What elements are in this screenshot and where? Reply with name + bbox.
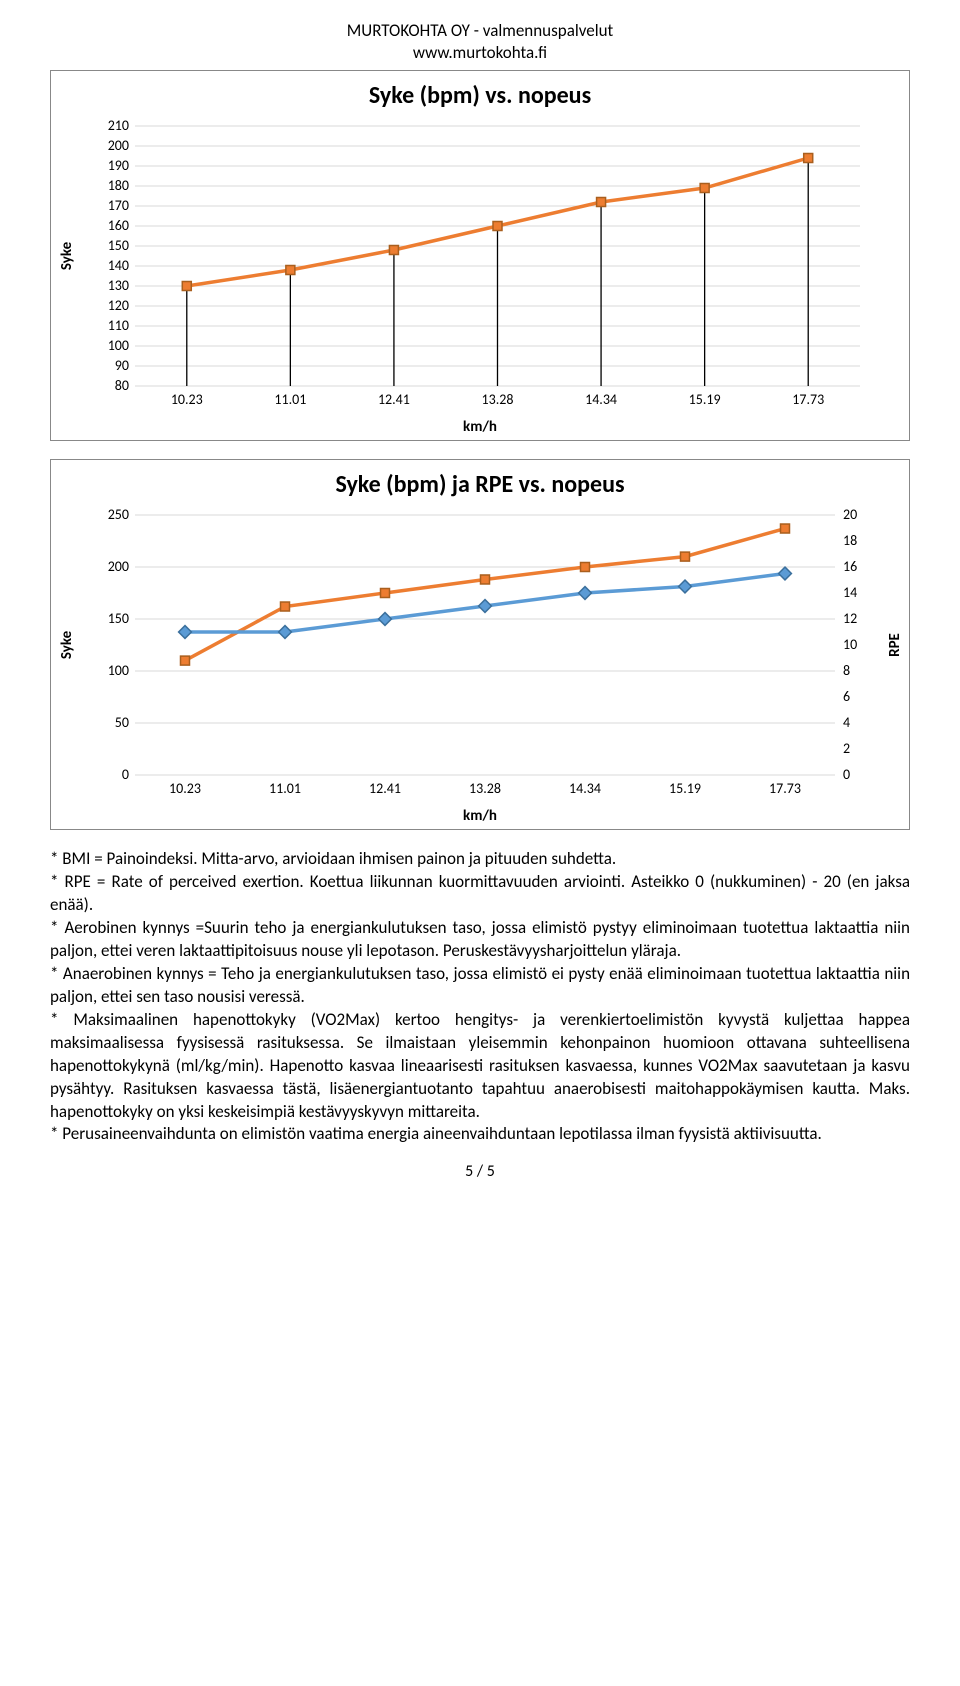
definition-line: * RPE = Rate of perceived exertion. Koet… <box>50 871 910 917</box>
chart2-ylabel: Syke <box>58 631 76 659</box>
chart2-xlabel: km/h <box>61 807 899 825</box>
svg-text:200: 200 <box>108 558 129 575</box>
svg-text:12.41: 12.41 <box>378 391 410 408</box>
svg-text:14.34: 14.34 <box>585 391 617 408</box>
svg-text:0: 0 <box>122 766 129 783</box>
header-url: www.murtokohta.fi <box>50 42 910 64</box>
svg-text:17.73: 17.73 <box>769 780 801 797</box>
svg-text:10.23: 10.23 <box>171 391 203 408</box>
svg-text:140: 140 <box>108 257 129 274</box>
page-header: MURTOKOHTA OY - valmennuspalvelut www.mu… <box>50 20 910 64</box>
chart1-title: Syke (bpm) vs. nopeus <box>61 81 899 110</box>
chart2-y2label: RPE <box>886 633 904 657</box>
chart-syke-vs-nopeus: Syke (bpm) vs. nopeus Syke 80 90 100 110 120… <box>50 70 910 441</box>
svg-text:11.01: 11.01 <box>274 391 306 408</box>
definition-line: * Anaerobinen kynnys = Teho ja energiank… <box>50 963 910 1009</box>
svg-text:10: 10 <box>843 636 857 653</box>
svg-text:130: 130 <box>108 277 129 294</box>
svg-text:13.28: 13.28 <box>469 780 501 797</box>
svg-text:17.73: 17.73 <box>792 391 824 408</box>
svg-text:16: 16 <box>843 558 857 575</box>
svg-text:8: 8 <box>843 662 850 679</box>
svg-text:250: 250 <box>108 506 129 523</box>
svg-text:11.01: 11.01 <box>269 780 301 797</box>
svg-text:190: 190 <box>108 157 129 174</box>
chart1-svg: 80 90 100 110 120 130 140 150 160 170 180 190 200 210… <box>80 116 880 416</box>
definition-line: * BMI = Painoindeksi. Mitta-arvo, arvioi… <box>50 848 910 871</box>
svg-text:120: 120 <box>108 297 129 314</box>
definition-line: * Perusaineenvaihdunta on elimistön vaat… <box>50 1123 910 1146</box>
chart2-title: Syke (bpm) ja RPE vs. nopeus <box>61 470 899 499</box>
definition-line: * Maksimaalinen hapenottokyky (VO2Max) k… <box>50 1009 910 1124</box>
chart-syke-rpe-vs-nopeus: Syke (bpm) ja RPE vs. nopeus Syke RPE 0 5… <box>50 459 910 830</box>
svg-text:14.34: 14.34 <box>569 780 601 797</box>
chart1-ylabel: Syke <box>58 242 76 270</box>
svg-text:160: 160 <box>108 217 129 234</box>
svg-text:110: 110 <box>108 317 129 334</box>
svg-text:4: 4 <box>843 714 850 731</box>
svg-text:90: 90 <box>115 357 129 374</box>
svg-text:10.23: 10.23 <box>169 780 201 797</box>
svg-text:80: 80 <box>115 377 129 394</box>
svg-text:170: 170 <box>108 197 129 214</box>
svg-text:200: 200 <box>108 137 129 154</box>
chart1-xlabel: km/h <box>61 418 899 436</box>
svg-text:13.28: 13.28 <box>482 391 514 408</box>
svg-text:180: 180 <box>108 177 129 194</box>
svg-text:15.19: 15.19 <box>669 780 701 797</box>
svg-text:6: 6 <box>843 688 850 705</box>
definitions-block: * BMI = Painoindeksi. Mitta-arvo, arvioi… <box>50 848 910 1146</box>
svg-text:210: 210 <box>108 117 129 134</box>
svg-text:150: 150 <box>108 610 129 627</box>
definition-line: * Aerobinen kynnys =Suurin teho ja energ… <box>50 917 910 963</box>
svg-text:12: 12 <box>843 610 857 627</box>
chart2-svg: 0 50 100 150 200 250 0 2 4 6 8 10 12 14 16 18 20 10.23 11.… <box>80 505 880 805</box>
svg-text:50: 50 <box>115 714 129 731</box>
svg-text:18: 18 <box>843 532 857 549</box>
svg-text:12.41: 12.41 <box>369 780 401 797</box>
svg-text:150: 150 <box>108 237 129 254</box>
svg-text:2: 2 <box>843 740 850 757</box>
page-number: 5 / 5 <box>50 1162 910 1181</box>
svg-text:100: 100 <box>108 337 129 354</box>
svg-text:15.19: 15.19 <box>689 391 721 408</box>
svg-text:14: 14 <box>843 584 857 601</box>
svg-text:0: 0 <box>843 766 850 783</box>
svg-text:20: 20 <box>843 506 857 523</box>
header-company: MURTOKOHTA OY - valmennuspalvelut <box>50 20 910 42</box>
svg-text:100: 100 <box>108 662 129 679</box>
